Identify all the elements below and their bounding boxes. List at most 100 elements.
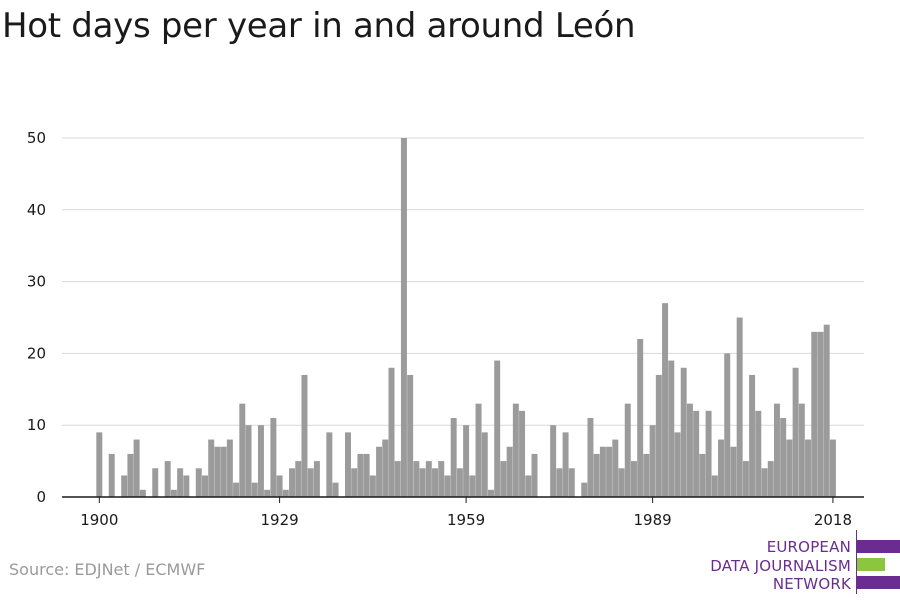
bar-1969 [525,475,532,497]
bar-1982 [606,446,613,497]
gridlines [62,137,864,426]
bar-2015 [811,331,818,497]
bar-1911 [164,461,171,497]
bar-1948 [394,461,401,497]
bar-1925 [251,482,258,497]
bar-1941 [351,468,358,497]
logo-divider [856,530,857,594]
bar-1934 [307,468,314,497]
y-tick-label-20: 20 [27,344,46,362]
bar-1937 [326,432,333,497]
bar-1929 [276,475,283,497]
bar-1968 [519,410,526,497]
logo-line-2: DATA JOURNALISM [710,556,851,575]
bar-1960 [469,475,476,497]
bar-1983 [612,439,619,497]
bar-1965 [500,461,507,497]
chart-title: Hot days per year in and around León [2,6,636,46]
bar-1994 [680,367,687,497]
bar-1956 [444,475,451,497]
bar-1979 [587,418,594,497]
bar-1917 [202,475,208,497]
bar-2013 [798,403,805,497]
bars [96,138,836,497]
bar-1966 [506,446,513,497]
bar-1921 [226,439,233,497]
bar-1950 [407,374,414,497]
bar-2000 [718,439,724,497]
bar-1943 [363,453,370,497]
bar-1996 [693,410,700,497]
bar-1933 [301,374,308,497]
bar-1993 [674,432,681,497]
bar-1945 [376,446,383,497]
y-tick-label-40: 40 [27,201,46,219]
bar-1964 [494,360,501,497]
bar-1914 [183,475,190,497]
bar-1931 [289,468,296,497]
bar-1997 [699,453,706,497]
bar-1985 [624,403,631,497]
bar-1922 [233,482,240,497]
logo-line-1: EUROPEAN [766,538,851,556]
y-tick-label-0: 0 [36,488,46,506]
bar-1980 [593,453,600,497]
bar-1928 [270,418,277,497]
x-tick-label-1929: 1929 [261,511,299,529]
bar-2006 [755,410,762,497]
axes: 0 10 20 30 40 50 1900 1929 1959 1989 2018 [27,129,864,529]
bar-2014 [805,439,812,497]
bar-1986 [630,461,637,497]
bar-1923 [239,403,246,497]
bar-2003 [736,317,743,497]
bar-1991 [662,303,669,497]
bar-1992 [668,360,675,497]
bar-1940 [345,432,351,497]
bar-2005 [749,374,756,497]
logo-bar-purple-bottom [857,576,900,589]
bar-2016 [817,331,824,497]
bar-1987 [637,339,644,497]
bar-1909 [152,468,159,497]
bar-2010 [780,418,787,497]
bar-2018 [829,439,836,497]
bar-1981 [599,446,606,497]
bar-1904 [121,475,128,497]
bar-1954 [432,468,439,497]
bar-2012 [792,367,799,497]
bar-1946 [382,439,389,497]
bar-1927 [264,489,271,497]
bar-1974 [556,468,563,497]
bar-1988 [643,453,650,497]
bar-1951 [413,461,420,497]
edjnet-logo: EUROPEAN DATA JOURNALISM NETWORK [700,530,900,596]
bar-1953 [425,461,432,497]
bar-1984 [618,468,625,497]
bar-2007 [761,468,768,497]
bar-1949 [400,138,407,497]
bar-1955 [438,461,445,497]
x-tick-label-1989: 1989 [634,511,672,529]
bar-1963 [487,489,494,497]
bar-1952 [419,468,426,497]
y-tick-label-50: 50 [27,129,46,147]
bar-1995 [686,403,693,497]
bar-1906 [133,439,140,497]
bar-1990 [655,374,662,497]
bar-2017 [823,324,830,497]
logo-line-3: NETWORK [772,575,851,593]
bar-1912 [170,489,177,497]
bar-1973 [550,425,557,497]
logo-bar-purple-top [857,540,900,553]
bar-1957 [450,418,457,497]
bar-1938 [332,482,339,497]
bar-1998 [705,410,712,497]
bar-1935 [313,461,320,497]
bar-1913 [177,468,184,497]
bar-1962 [481,432,488,497]
bar-1975 [562,432,569,497]
bar-1942 [357,453,364,497]
bar-1947 [388,367,395,497]
x-tick-label-1900: 1900 [80,511,118,529]
bar-2009 [773,403,780,497]
